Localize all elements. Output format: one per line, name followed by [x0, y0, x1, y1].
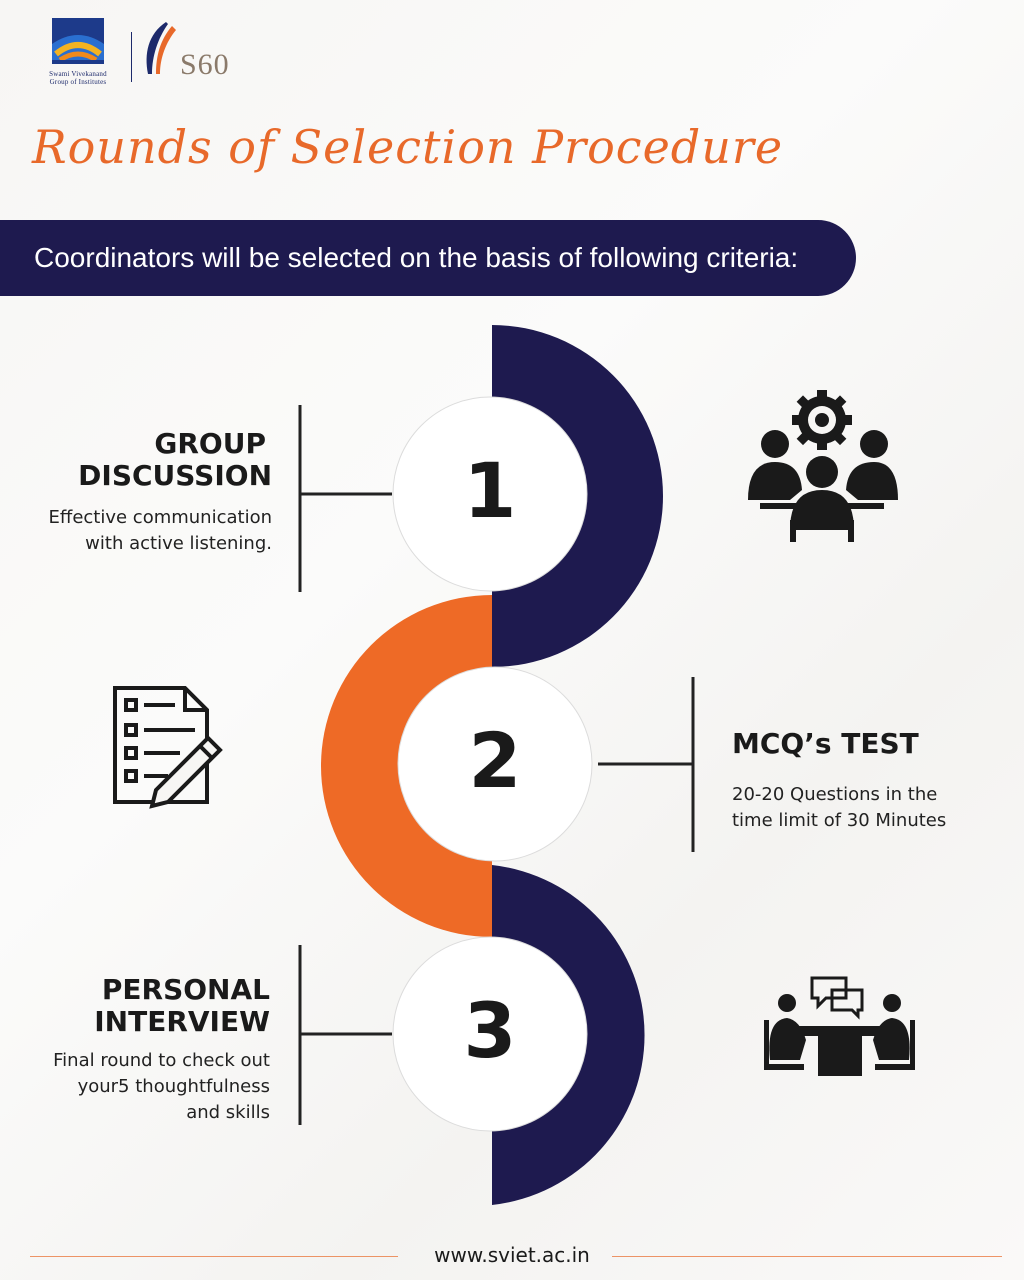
step-1-description: Effective communication with active list…: [48, 507, 272, 554]
step-3-heading: PERSONAL INTERVIEW: [94, 973, 270, 1038]
step-2-description: 20-20 Questions in the time limit of 30 …: [732, 784, 947, 831]
footer-line-left: [30, 1256, 398, 1257]
svgi-emblem-icon: [52, 18, 104, 64]
logo-divider: [131, 32, 132, 82]
criteria-banner: Coordinators will be selected on the bas…: [0, 220, 856, 296]
step-1-heading: GROUP DISCUSSION: [78, 427, 272, 492]
step-2-heading: MCQ’s TEST: [732, 727, 919, 760]
team-meeting-gear-icon: [748, 390, 898, 542]
institute-logo: Swami Vivekanand Group of Institutes S60: [30, 14, 250, 90]
s60-logo-text: S60: [180, 48, 230, 81]
step-1-number: 1: [463, 446, 517, 535]
checklist-pencil-icon: [113, 686, 223, 809]
feather-pen-icon: [146, 22, 176, 74]
footer-line-right: [612, 1256, 1002, 1257]
step-3-circle: [392, 936, 588, 1132]
step-1-circle: [392, 396, 588, 592]
step-3-number: 3: [463, 986, 517, 1075]
criteria-banner-text: Coordinators will be selected on the bas…: [34, 242, 799, 273]
footer-website-link[interactable]: www.sviet.ac.in: [434, 1243, 590, 1267]
step-2-circle: [397, 666, 593, 862]
interview-table-icon: [764, 976, 915, 1076]
step-3-description: Final round to check out your5 thoughtfu…: [53, 1050, 270, 1123]
logo-caption: Swami Vivekanand Group of Institutes: [49, 70, 107, 86]
step-2-number: 2: [468, 716, 522, 805]
